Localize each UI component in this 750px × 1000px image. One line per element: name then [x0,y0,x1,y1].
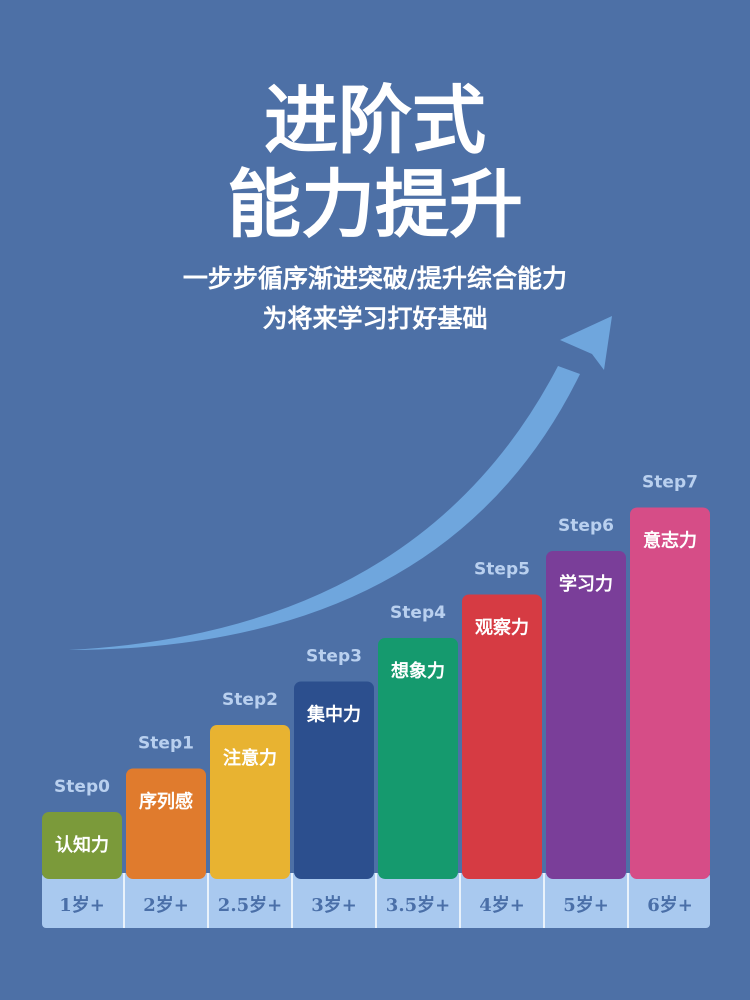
step-label-6: Step6 [558,516,614,536]
arrow-shaft [68,366,580,650]
age-label-5: 4岁+ [479,894,525,916]
step-label-7: Step7 [642,473,698,493]
bar-5 [462,594,542,879]
subtitle-line1: 一步步循序渐进突破/提升综合能力 [182,264,568,293]
bar-3 [294,681,374,879]
bar-label-0: 认知力 [55,834,109,856]
age-label-2: 2.5岁+ [218,894,282,916]
age-label-1: 2岁+ [143,894,189,916]
bar-0 [42,812,122,879]
subtitle-line2: 为将来学习打好基础 [262,304,488,333]
bar-label-4: 想象力 [391,660,445,682]
page-title-line1: 进阶式 [264,78,486,164]
step-label-5: Step5 [474,560,530,580]
bar-1 [126,768,206,879]
bar-7 [630,507,710,879]
step-label-1: Step1 [138,734,194,754]
bar-4 [378,638,458,879]
bar-label-5: 观察力 [475,617,529,639]
bar-label-1: 序列感 [139,791,193,813]
page-title-line2: 能力提升 [227,162,523,248]
bar-2 [210,725,290,879]
age-label-6: 5岁+ [563,894,609,916]
bar-label-3: 集中力 [306,704,361,726]
age-label-4: 3.5岁+ [386,894,450,916]
arrow-head [560,316,612,370]
bar-label-6: 学习力 [559,573,613,595]
step-label-0: Step0 [54,777,110,797]
age-label-7: 6岁+ [647,894,693,916]
age-label-3: 3岁+ [311,894,357,916]
step-label-3: Step3 [306,647,362,667]
step-label-4: Step4 [390,603,446,623]
step-label-2: Step2 [222,690,278,710]
age-label-0: 1岁+ [59,894,105,916]
bar-6 [546,551,626,879]
bar-label-2: 注意力 [223,747,277,769]
bar-label-7: 意志力 [643,530,697,552]
